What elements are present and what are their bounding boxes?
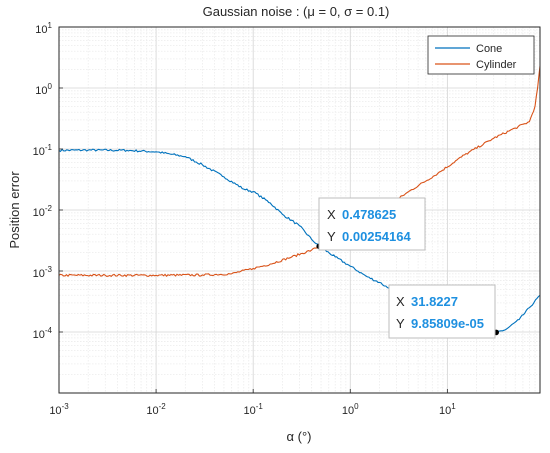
series-line-cylinder [58, 65, 541, 278]
datatip-1-x-key: X [327, 207, 336, 222]
y-tick-label: 10-3 [33, 265, 53, 280]
datatip-2[interactable]: X 31.8227 Y 9.85809e-05 [388, 284, 500, 339]
x-tick-label: 101 [439, 402, 456, 417]
chart-title: Gaussian noise : (μ = 0, σ = 0.1) [203, 4, 390, 19]
y-axis-ticks: 10-4 10-3 10-2 10-1 100 101 [33, 21, 63, 341]
x-tick-label: 100 [342, 402, 359, 417]
x-axis-label: α (°) [287, 429, 312, 444]
datatip-1-y-value: 0.00254164 [342, 229, 411, 244]
y-tick-label: 101 [35, 21, 52, 36]
datatip-2-x-value: 31.8227 [411, 294, 458, 309]
datatip-1[interactable]: X 0.478625 Y 0.00254164 [316, 197, 426, 251]
legend-label-cone: Cone [476, 43, 502, 55]
x-axis-ticks: 10-3 10-2 10-1 100 101 [49, 389, 456, 417]
x-tick-label: 10-3 [49, 402, 69, 417]
datatip-2-y-key: Y [396, 316, 405, 331]
x-tick-label: 10-1 [243, 402, 263, 417]
x-tick-label: 10-2 [146, 402, 166, 417]
legend: Cone Cylinder [427, 35, 535, 75]
legend-label-cylinder: Cylinder [476, 59, 517, 71]
legend-box [427, 35, 535, 75]
datatip-1-box[interactable] [318, 197, 426, 251]
y-tick-label: 10-1 [33, 143, 53, 158]
datatip-2-box[interactable] [388, 284, 496, 339]
y-tick-label: 10-4 [33, 326, 53, 341]
y-tick-label: 100 [35, 82, 52, 97]
datatip-2-y-value: 9.85809e-05 [411, 316, 484, 331]
datatip-1-y-key: Y [327, 229, 336, 244]
y-tick-label: 10-2 [33, 204, 53, 219]
y-axis-label: Position error [7, 171, 22, 249]
datatip-2-x-key: X [396, 294, 405, 309]
datatip-1-x-value: 0.478625 [342, 207, 396, 222]
